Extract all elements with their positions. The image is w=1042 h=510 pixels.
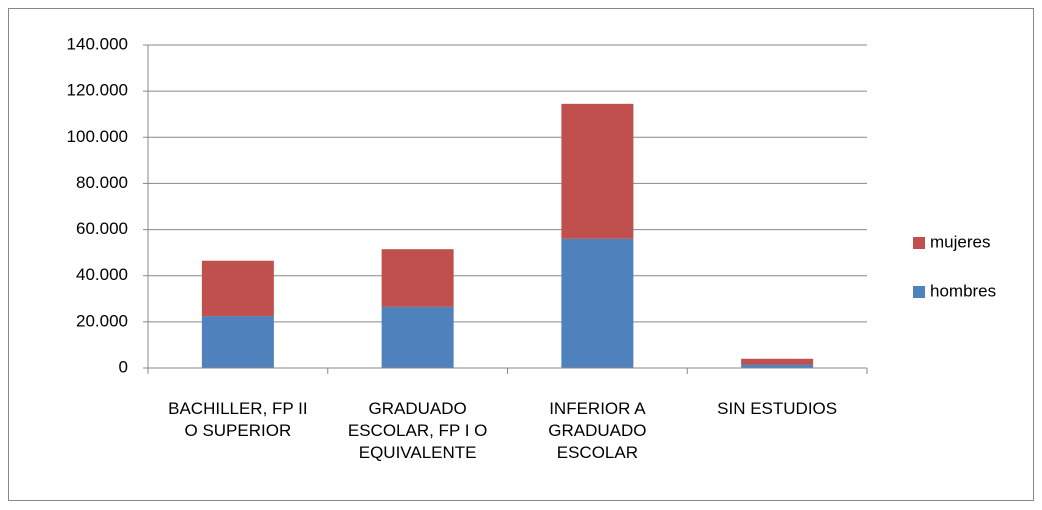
bar-segment [201,260,274,317]
bar-segment [741,358,814,365]
y-tick-label: 80.000 [76,173,128,192]
bar-segment [201,316,274,368]
x-tick-label: INFERIOR A GRADUADO ESCOLAR [548,399,647,462]
legend-label: hombres [930,281,996,300]
bar-segment [381,306,454,368]
legend-swatch [913,286,925,298]
y-tick-label: 20.000 [76,311,128,330]
y-tick-label: 40.000 [76,265,128,284]
y-tick-label: 100.000 [67,127,128,146]
y-tick-label: 140.000 [67,34,128,53]
y-tick-label: 60.000 [76,219,128,238]
legend-label: mujeres [930,232,990,251]
y-tick-label: 0 [119,357,128,376]
chart-border [8,8,1034,501]
bar-segment [561,103,634,239]
bar-segment [381,249,454,307]
y-tick-label: 120.000 [67,81,128,100]
bar-segment [741,364,814,368]
x-tick-label: BACHILLER, FP II O SUPERIOR [168,399,308,440]
bar-segment [561,238,634,368]
x-tick-label: SIN ESTUDIOS [717,399,838,418]
x-tick-label: GRADUADO ESCOLAR, FP I O EQUIVALENTE [347,399,488,462]
legend-swatch [913,237,925,249]
